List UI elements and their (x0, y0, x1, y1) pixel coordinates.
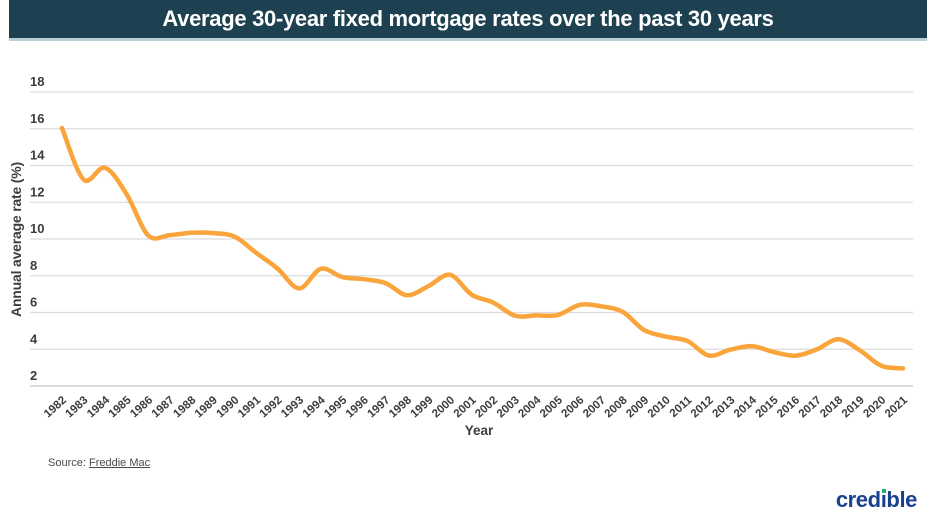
source-line: Source: Freddie Mac (48, 457, 150, 469)
x-tick-labels: 1982198319841985198619871988198919901991… (42, 394, 910, 420)
x-tick-label: 1998 (387, 394, 414, 420)
x-tick-label: 2021 (883, 394, 910, 420)
x-tick-label: 2000 (430, 394, 457, 420)
x-tick-label: 2013 (710, 394, 737, 420)
x-tick-label: 1995 (322, 394, 349, 420)
x-tick-label: 2005 (538, 394, 565, 420)
x-tick-label: 2002 (473, 394, 500, 420)
y-tick-label: 2 (30, 368, 37, 383)
y-tick-label: 18 (30, 74, 44, 89)
x-tick-label: 1994 (301, 394, 328, 420)
rate-line (59, 125, 906, 371)
x-tick-label: 2003 (495, 394, 522, 420)
x-tick-label: 2004 (516, 394, 543, 420)
x-tick-label: 2018 (818, 394, 845, 420)
x-tick-label: 2012 (689, 394, 716, 420)
x-tick-label: 1982 (42, 394, 69, 420)
x-tick-label: 1984 (85, 394, 112, 420)
x-tick-label: 2020 (861, 394, 888, 420)
y-tick-label: 14 (30, 148, 45, 163)
x-tick-label: 1993 (279, 394, 306, 420)
x-tick-label: 1996 (344, 394, 371, 420)
x-tick-label: 2007 (581, 394, 608, 420)
x-axis-title: Year (464, 423, 494, 438)
x-tick-label: 1988 (171, 394, 198, 420)
x-tick-label: 1991 (236, 394, 263, 420)
chart-title: Average 30-year fixed mortgage rates ove… (162, 6, 774, 31)
x-tick-label: 2019 (840, 394, 867, 420)
title-bar: Average 30-year fixed mortgage rates ove… (9, 0, 927, 41)
credible-logo: credı ble (835, 487, 918, 512)
x-tick-label: 2016 (775, 394, 802, 420)
x-tick-label: 1990 (214, 394, 241, 420)
x-tick-label: 1987 (150, 394, 177, 420)
y-tick-labels: 18 16 14 12 10 8 6 4 2 (30, 74, 45, 383)
y-tick-label: 6 (30, 295, 37, 310)
source-link[interactable]: Freddie Mac (88, 457, 151, 469)
x-tick-label: 2017 (797, 394, 824, 420)
x-tick-label: 1997 (365, 394, 392, 420)
logo-i-dot (881, 489, 886, 493)
x-tick-label: 1986 (128, 394, 155, 420)
x-tick-label: 1983 (64, 394, 91, 420)
x-tick-label: 2009 (624, 394, 651, 420)
y-tick-label: 12 (30, 184, 44, 199)
x-tick-label: 2014 (732, 394, 759, 420)
x-tick-label: 1985 (107, 394, 134, 420)
x-tick-label: 2008 (603, 394, 630, 420)
y-tick-label: 8 (30, 258, 37, 273)
x-tick-label: 1999 (409, 394, 436, 420)
x-tick-label: 2006 (559, 394, 586, 420)
y-tick-label: 16 (30, 111, 44, 126)
y-tick-label: 10 (30, 221, 44, 236)
x-tick-label: 2011 (668, 394, 695, 420)
x-tick-label: 2001 (452, 394, 479, 420)
x-tick-label: 2010 (646, 394, 673, 420)
x-tick-label: 1992 (258, 394, 285, 420)
logo-i-letter: ı (880, 487, 887, 512)
gridlines (30, 91, 913, 387)
x-tick-label: 1989 (193, 394, 220, 420)
x-tick-label: 2015 (754, 394, 781, 420)
y-tick-label: 4 (30, 331, 38, 346)
y-axis-title: Annual average rate (%) (8, 162, 24, 317)
source-prefix: Source: (48, 457, 86, 469)
